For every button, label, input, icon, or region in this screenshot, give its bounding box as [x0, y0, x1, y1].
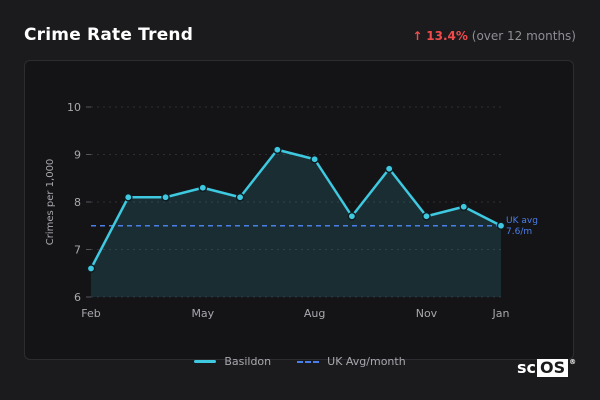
- x-tick-label-jan: Jan: [492, 307, 510, 320]
- data-point-jan: [496, 221, 506, 231]
- legend-label-uk-avg: UK Avg/month: [327, 355, 406, 368]
- y-axis-label: Crimes per 1,000: [45, 159, 56, 246]
- change-period: (over 12 months): [471, 29, 576, 43]
- legend-swatch-basildon: [194, 360, 217, 363]
- logo-boxed-text: OS: [537, 358, 569, 377]
- reference-label-line-1: UK avg: [506, 216, 538, 226]
- registered-mark: ®: [569, 358, 577, 366]
- data-point-may: [198, 183, 208, 193]
- y-tick-label-10: 10: [67, 101, 81, 114]
- data-point-dec: [459, 202, 469, 212]
- data-point-apr: [161, 192, 170, 202]
- data-point-jul: [273, 145, 282, 155]
- x-tick-label-feb: Feb: [81, 307, 100, 320]
- y-tick-label-8: 8: [74, 196, 81, 209]
- series-line-basildon: [89, 148, 502, 270]
- chart-title: Crime Rate Trend: [24, 25, 194, 45]
- legend-swatch-uk-avg: [297, 360, 320, 363]
- legend: Basildon UK Avg/month: [0, 355, 600, 368]
- data-point-mar: [123, 192, 133, 202]
- legend-item-uk-avg[interactable]: UK Avg/month: [297, 355, 406, 368]
- x-tick-label-aug: Aug: [304, 307, 325, 320]
- series-area-basildon: [91, 149, 501, 297]
- x-tick-label-nov: Nov: [416, 307, 438, 320]
- data-point-feb: [86, 264, 96, 273]
- brand-logo: sc OS ®: [517, 358, 576, 377]
- chart-card: [24, 60, 574, 360]
- legend-item-basildon[interactable]: Basildon: [194, 355, 271, 368]
- y-tick-label-6: 6: [74, 291, 81, 304]
- data-point-oct: [384, 164, 394, 174]
- y-tick-label-7: 7: [74, 244, 81, 257]
- logo-prefix: sc: [517, 358, 537, 377]
- data-point-nov: [422, 211, 431, 221]
- reference-label-line-2: 7.6/m: [506, 227, 532, 237]
- change-percent: 13.4%: [426, 29, 468, 43]
- y-tick-label-9: 9: [74, 149, 81, 162]
- legend-label-basildon: Basildon: [224, 355, 272, 368]
- x-tick-label-may: May: [191, 307, 214, 320]
- change-indicator: ↑ 13.4% (over 12 months): [412, 29, 576, 43]
- trend-up-icon: ↑: [412, 29, 423, 43]
- data-point-jun: [235, 192, 245, 202]
- data-point-aug: [310, 154, 319, 164]
- data-point-sep: [347, 211, 357, 221]
